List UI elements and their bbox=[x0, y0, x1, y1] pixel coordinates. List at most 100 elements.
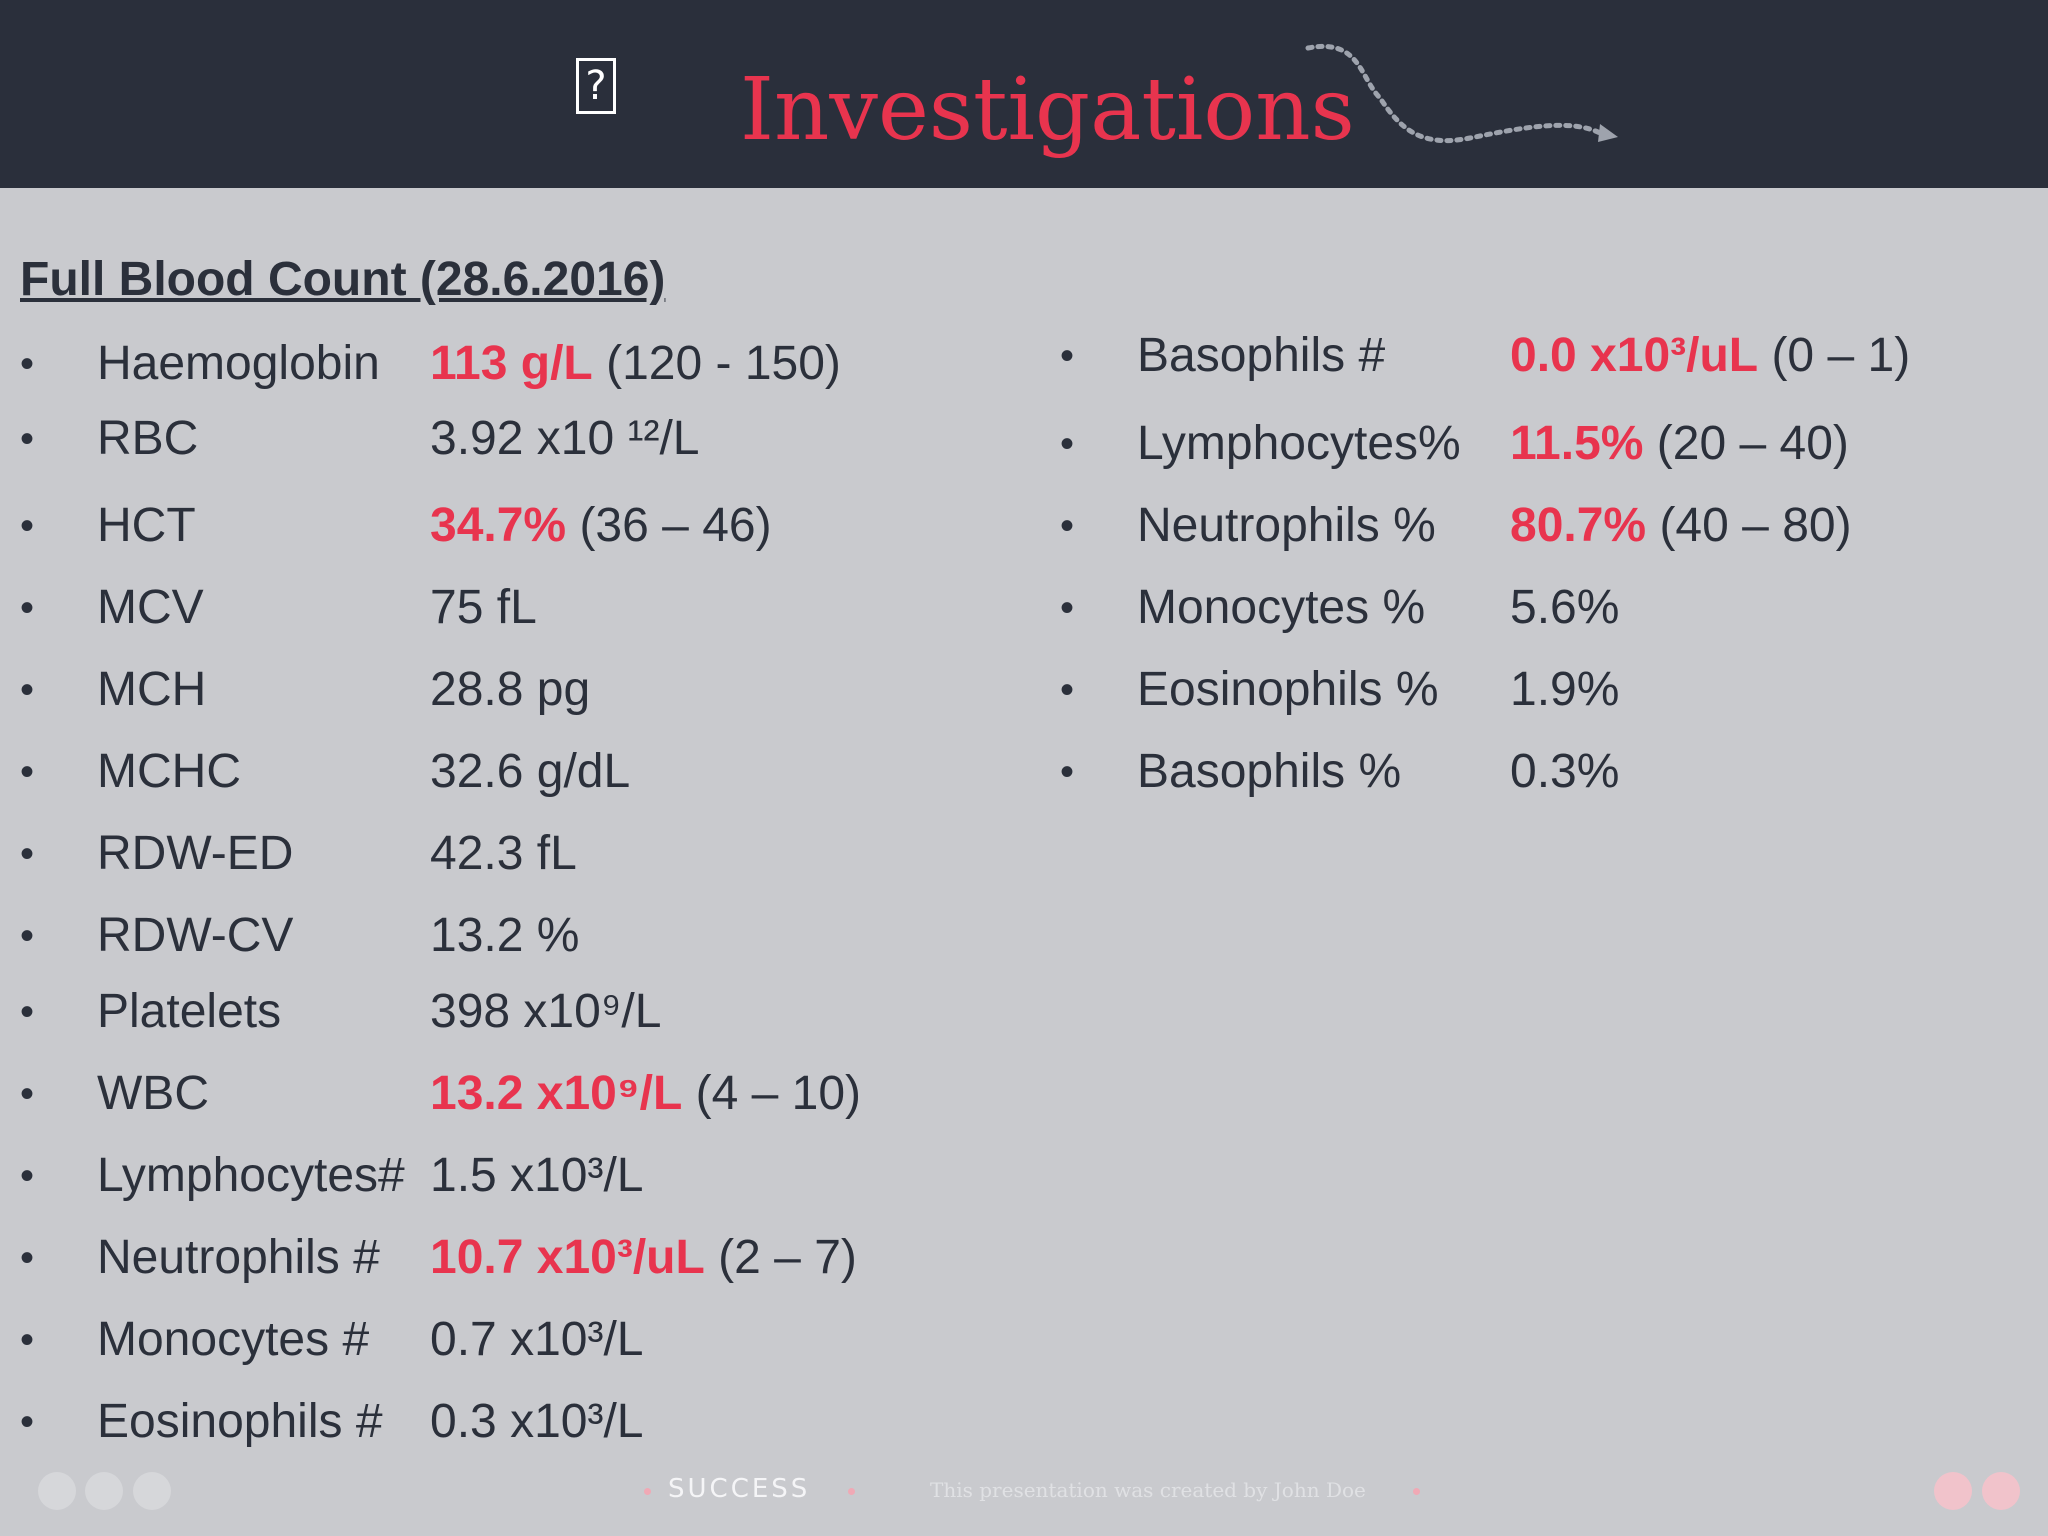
bullet-icon: • bbox=[20, 914, 35, 958]
bullet-icon: • bbox=[20, 1072, 35, 1116]
slide-header: ? Investigations bbox=[0, 0, 2048, 188]
abnormal-value: 0.0 x10³/uL bbox=[1510, 329, 1759, 382]
reference-range: (0 – 1) bbox=[1758, 329, 1911, 382]
bullet-icon: • bbox=[20, 417, 35, 461]
result-value-group: 5.6% bbox=[1510, 578, 1619, 638]
result-label: MCH bbox=[97, 663, 207, 716]
result-value-group: 0.3 x10³/L bbox=[430, 1392, 643, 1452]
bullet-icon: • bbox=[20, 750, 35, 794]
result-label: MCHC bbox=[97, 745, 241, 798]
result-value-group: 13.2 x10⁹/L (4 – 10) bbox=[430, 1064, 861, 1124]
left-results-list: • Haemoglobin 113 g/L (120 - 150) • RBC 3.92 … bbox=[20, 334, 1020, 1448]
result-label: Eosinophils # bbox=[97, 1395, 383, 1448]
result-label: Monocytes % bbox=[1137, 581, 1426, 634]
dotted-arrow-icon bbox=[1305, 44, 1618, 144]
result-value-group: 1.9% bbox=[1510, 660, 1619, 720]
result-value-group: 0.3% bbox=[1510, 742, 1619, 802]
bullet-icon: • bbox=[1060, 668, 1075, 712]
missing-image-icon: ? bbox=[576, 58, 616, 114]
result-label: Monocytes # bbox=[97, 1313, 370, 1366]
slide-footer: SUCCESS This presentation was created by… bbox=[0, 1460, 2048, 1520]
bullet-icon: • bbox=[20, 1400, 35, 1444]
result-value: 398 x10⁹/L bbox=[430, 985, 662, 1038]
result-label: RBC bbox=[97, 412, 199, 465]
result-value: 3.92 x10 ¹²/L bbox=[430, 412, 700, 465]
result-label: Lymphocytes# bbox=[97, 1149, 405, 1202]
result-value-group: 1.5 x10³/L bbox=[430, 1146, 643, 1206]
result-value-group: 3.92 x10 ¹²/L bbox=[430, 409, 699, 469]
footer-nav-dot[interactable] bbox=[85, 1472, 123, 1510]
result-label: Lymphocytes% bbox=[1137, 417, 1461, 470]
result-value: 42.3 fL bbox=[430, 827, 577, 880]
result-value-group: 13.2 % bbox=[430, 906, 579, 966]
footer-note: This presentation was created by John Do… bbox=[930, 1478, 1366, 1502]
result-value-group: 398 x10⁹/L bbox=[430, 982, 661, 1042]
result-value: 13.2 % bbox=[430, 909, 580, 962]
reference-range: (4 – 10) bbox=[682, 1067, 862, 1120]
section-heading: Full Blood Count (28.6.2016) bbox=[20, 253, 666, 306]
result-value: 0.3% bbox=[1510, 745, 1620, 798]
bullet-icon: • bbox=[1060, 504, 1075, 548]
bullet-icon: • bbox=[20, 1318, 35, 1362]
footer-nav-dot[interactable] bbox=[38, 1472, 76, 1510]
reference-range: (20 – 40) bbox=[1643, 417, 1849, 470]
result-label: RDW-CV bbox=[97, 909, 294, 962]
result-label: Eosinophils % bbox=[1137, 663, 1439, 716]
footer-decor-dot bbox=[644, 1488, 651, 1495]
result-value: 0.3 x10³/L bbox=[430, 1395, 644, 1448]
bullet-icon: • bbox=[20, 1236, 35, 1280]
result-value-group: 28.8 pg bbox=[430, 660, 590, 720]
abnormal-value: 80.7% bbox=[1510, 499, 1647, 552]
reference-range: (36 – 46) bbox=[566, 499, 772, 552]
footer-brand: SUCCESS bbox=[668, 1474, 811, 1504]
result-value: 1.5 x10³/L bbox=[430, 1149, 644, 1202]
bullet-icon: • bbox=[20, 504, 35, 548]
result-label: WBC bbox=[97, 1067, 209, 1120]
reference-range: (2 – 7) bbox=[704, 1231, 857, 1284]
result-value-group: 80.7% (40 – 80) bbox=[1510, 496, 1852, 556]
result-value-group: 10.7 x10³/uL (2 – 7) bbox=[430, 1228, 857, 1288]
bullet-icon: • bbox=[1060, 586, 1075, 630]
result-label: RDW-ED bbox=[97, 827, 294, 880]
footer-decor-dot bbox=[848, 1488, 855, 1495]
bullet-icon: • bbox=[20, 1154, 35, 1198]
abnormal-value: 13.2 x10⁹/L bbox=[430, 1067, 683, 1120]
bullet-icon: • bbox=[1060, 334, 1075, 378]
result-value-group: 11.5% (20 – 40) bbox=[1510, 414, 1849, 474]
bullet-icon: • bbox=[1060, 422, 1075, 466]
bullet-icon: • bbox=[20, 832, 35, 876]
result-value: 28.8 pg bbox=[430, 663, 591, 716]
result-value: 1.9% bbox=[1510, 663, 1620, 716]
result-label: Platelets bbox=[97, 985, 282, 1038]
result-value-group: 0.7 x10³/L bbox=[430, 1310, 643, 1370]
bullet-icon: • bbox=[20, 990, 35, 1034]
result-label: HCT bbox=[97, 499, 196, 552]
result-value-group: 32.6 g/dL bbox=[430, 742, 630, 802]
reference-range: (40 – 80) bbox=[1646, 499, 1852, 552]
result-value: 75 fL bbox=[430, 581, 537, 634]
bullet-icon: • bbox=[1060, 750, 1075, 794]
result-value: 5.6% bbox=[1510, 581, 1620, 634]
footer-decor-dot bbox=[1413, 1488, 1420, 1495]
result-value-group: 42.3 fL bbox=[430, 824, 577, 884]
bullet-icon: • bbox=[20, 586, 35, 630]
result-value: 32.6 g/dL bbox=[430, 745, 631, 798]
result-value-group: 113 g/L (120 - 150) bbox=[430, 334, 841, 394]
right-results-list: • Basophils # 0.0 x10³/uL (0 – 1) • Lymphocy… bbox=[1060, 326, 2040, 826]
footer-nav-dot[interactable] bbox=[133, 1472, 171, 1510]
abnormal-value: 11.5% bbox=[1510, 417, 1644, 470]
result-value-group: 75 fL bbox=[430, 578, 537, 638]
abnormal-value: 113 g/L bbox=[430, 337, 593, 390]
result-label: Basophils # bbox=[1137, 329, 1386, 382]
abnormal-value: 34.7% bbox=[430, 499, 567, 552]
result-label: Neutrophils % bbox=[1137, 499, 1436, 552]
result-value: 0.7 x10³/L bbox=[430, 1313, 644, 1366]
result-label: Neutrophils # bbox=[97, 1231, 380, 1284]
result-label: Basophils % bbox=[1137, 745, 1402, 798]
footer-nav-dot[interactable] bbox=[1982, 1472, 2020, 1510]
result-value-group: 0.0 x10³/uL (0 – 1) bbox=[1510, 326, 1910, 386]
slide-title: Investigations bbox=[740, 60, 1355, 160]
footer-nav-dot[interactable] bbox=[1934, 1472, 1972, 1510]
result-label: MCV bbox=[97, 581, 204, 634]
result-value-group: 34.7% (36 – 46) bbox=[430, 496, 772, 556]
